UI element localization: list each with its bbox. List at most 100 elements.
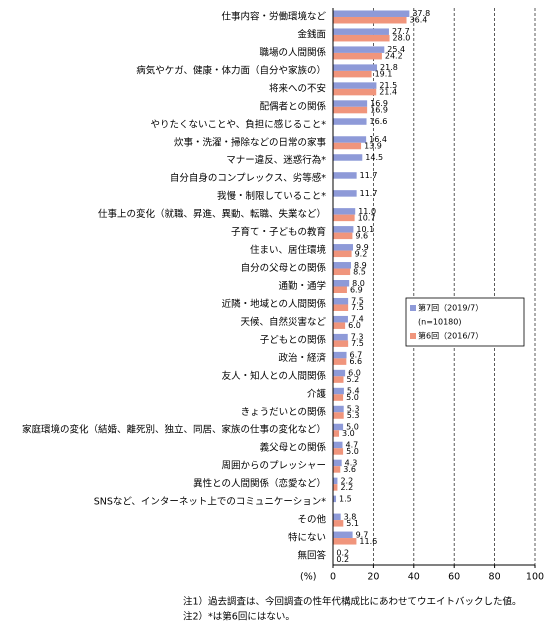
bar bbox=[333, 441, 343, 449]
value-label: 27.7 bbox=[392, 27, 410, 36]
bar bbox=[333, 208, 356, 215]
legend-swatch bbox=[410, 305, 416, 311]
bar bbox=[333, 10, 410, 17]
bar bbox=[333, 106, 368, 114]
value-label: 7.5 bbox=[351, 303, 364, 312]
value-label: 5.1 bbox=[346, 519, 359, 528]
bar bbox=[333, 118, 367, 125]
x-tick-label: 100 bbox=[526, 572, 544, 583]
value-label: 2.2 bbox=[340, 476, 353, 485]
value-label: 5.0 bbox=[346, 447, 359, 456]
value-label: 6.7 bbox=[350, 351, 363, 360]
y-tick-label: 家庭環境の変化（結婚、離死別、独立、同居、家族の仕事の変化など） bbox=[22, 424, 326, 436]
value-label: 9.7 bbox=[356, 530, 369, 539]
value-label: 28.0 bbox=[393, 34, 411, 43]
bar bbox=[333, 520, 344, 527]
value-label: 0.2 bbox=[336, 555, 349, 564]
bar bbox=[333, 64, 378, 71]
bar bbox=[333, 412, 344, 419]
x-tick-label: 20 bbox=[367, 572, 379, 583]
bar bbox=[333, 100, 368, 107]
value-label: 21.5 bbox=[379, 81, 397, 90]
bar bbox=[333, 304, 349, 311]
value-label: 37.8 bbox=[412, 9, 430, 18]
y-tick-label: 子育て・子どもの教育 bbox=[231, 226, 326, 238]
bar bbox=[333, 340, 349, 347]
note: 注2）*は第6回にはない。 bbox=[183, 611, 295, 623]
value-label: 9.9 bbox=[356, 243, 369, 252]
y-tick-label: 仕事内容・労働環境など bbox=[221, 10, 326, 22]
bar bbox=[333, 88, 377, 96]
value-label: 10.7 bbox=[358, 213, 376, 222]
bar bbox=[333, 28, 389, 35]
y-tick-label: 子どもとの関係 bbox=[260, 335, 327, 346]
bar bbox=[333, 268, 351, 276]
bar bbox=[333, 52, 382, 60]
value-label: 11.6 bbox=[359, 537, 377, 546]
bar bbox=[333, 376, 344, 383]
y-tick-label: 通勤・通学 bbox=[278, 280, 326, 292]
bar bbox=[333, 423, 344, 431]
bar bbox=[333, 513, 341, 521]
y-tick-label: やりたくないことや、負担に感じること* bbox=[151, 118, 327, 130]
bar bbox=[333, 315, 348, 323]
value-label: 6.6 bbox=[349, 357, 362, 366]
legend-label: 第7回（2019/7） bbox=[418, 303, 483, 313]
x-tick-label: 0 bbox=[330, 572, 336, 583]
value-label: 5.2 bbox=[347, 375, 360, 384]
y-tick-label: 友人・知人との人間関係 bbox=[222, 370, 327, 382]
bar bbox=[333, 538, 357, 545]
bar bbox=[333, 190, 357, 197]
value-label: 25.4 bbox=[387, 45, 405, 54]
value-label: 1.5 bbox=[339, 494, 352, 503]
bar bbox=[333, 531, 353, 539]
x-tick-label: 80 bbox=[489, 572, 501, 583]
y-tick-label: 自分の父母との関係 bbox=[241, 262, 327, 274]
value-label: 2.2 bbox=[340, 483, 353, 492]
value-label: 16.4 bbox=[369, 135, 387, 144]
y-tick-label: 仕事上の変化（就職、昇進、異動、転職、失業など） bbox=[98, 208, 326, 220]
value-label: 11.7 bbox=[360, 189, 378, 198]
x-tick-label: 40 bbox=[408, 572, 420, 583]
bar bbox=[333, 262, 351, 269]
y-tick-label: その他 bbox=[297, 514, 326, 526]
bar bbox=[333, 430, 340, 437]
y-tick-label: きょうだいとの関係 bbox=[241, 407, 327, 418]
bar bbox=[333, 297, 349, 305]
bar bbox=[333, 172, 357, 179]
value-label: 8.0 bbox=[352, 279, 365, 288]
value-label: 9.2 bbox=[355, 249, 368, 258]
value-label: 5.4 bbox=[347, 387, 360, 396]
y-tick-label: 住まい、居住環境 bbox=[250, 244, 327, 256]
value-label: 7.3 bbox=[351, 333, 364, 342]
value-label: 5.3 bbox=[347, 411, 360, 420]
value-label: 6.0 bbox=[348, 369, 361, 378]
bar bbox=[333, 34, 390, 42]
y-tick-label: 我慢・制限していること* bbox=[217, 190, 326, 202]
bar bbox=[333, 394, 344, 401]
value-label: 6.0 bbox=[348, 321, 361, 330]
value-label: 13.9 bbox=[364, 142, 382, 151]
bar bbox=[333, 495, 337, 503]
value-label: 3.6 bbox=[343, 465, 356, 474]
value-label: 3.0 bbox=[342, 429, 355, 438]
bar bbox=[333, 250, 352, 258]
bar bbox=[333, 244, 353, 251]
y-tick-label: 将来への不安 bbox=[269, 82, 326, 94]
bar bbox=[333, 82, 377, 89]
bar bbox=[333, 477, 338, 485]
bar bbox=[333, 358, 347, 365]
y-tick-label: 近隣・地域との人間関係 bbox=[222, 298, 327, 310]
y-tick-label: 病気やケガ、健康・体力面（自分や家族の） bbox=[136, 64, 326, 76]
y-tick-label: 異性との人間関係（恋愛など） bbox=[193, 478, 326, 490]
value-label: 21.8 bbox=[380, 63, 398, 72]
y-tick-label: マナー違反、迷惑行為* bbox=[226, 154, 326, 166]
bar bbox=[333, 459, 342, 467]
bar bbox=[333, 351, 347, 359]
y-tick-label: 配偶者との関係 bbox=[260, 100, 327, 112]
value-label: 5.3 bbox=[347, 405, 360, 414]
bar bbox=[333, 484, 338, 491]
note: 注1）過去調査は、今回調査の性年代構成比にあわせてウエイトバックした値。 bbox=[183, 596, 522, 608]
y-tick-label: 政治・経済 bbox=[278, 352, 326, 364]
y-tick-label: 天候、自然災害など bbox=[240, 316, 326, 328]
